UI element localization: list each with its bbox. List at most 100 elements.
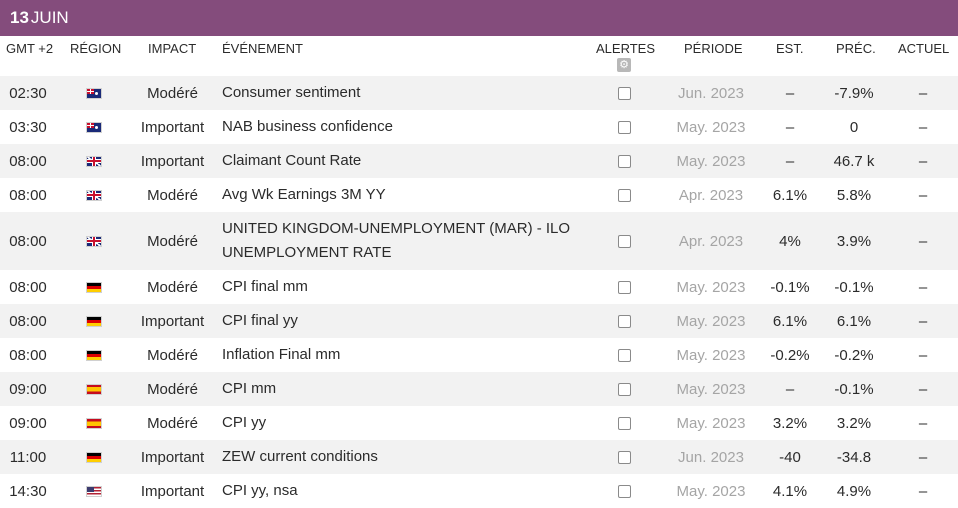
- alert-cell: [617, 338, 631, 372]
- region-flag: [86, 372, 102, 406]
- event-impact: Important: [140, 312, 205, 330]
- event-estimate: 6.1%: [772, 186, 808, 204]
- alert-checkbox[interactable]: [617, 416, 631, 430]
- gear-icon[interactable]: ⚙: [617, 58, 631, 72]
- table-row: 08:00 Modéré Avg Wk Earnings 3M YY Apr. 202…: [0, 178, 958, 212]
- event-previous: 4.9%: [836, 482, 872, 500]
- event-name[interactable]: CPI final mm: [222, 278, 308, 295]
- event-time: 08:00: [9, 346, 47, 364]
- event-impact: Important: [140, 118, 205, 136]
- event-name[interactable]: CPI yy, nsa: [222, 482, 298, 499]
- event-period: May. 2023: [676, 346, 746, 364]
- event-actual: –: [918, 312, 928, 330]
- event-time: 08:00: [9, 232, 47, 250]
- event-actual: –: [918, 84, 928, 102]
- event-name[interactable]: CPI final yy: [222, 312, 298, 329]
- region-flag: [86, 212, 102, 270]
- column-header-event: ÉVÉNEMENT: [222, 41, 303, 56]
- alert-checkbox[interactable]: [617, 154, 631, 168]
- table-row: 14:30 Important CPI yy, nsa May. 2023 4.1% 4.…: [0, 474, 958, 508]
- alert-cell: [617, 304, 631, 338]
- event-actual: –: [918, 482, 928, 500]
- event-name[interactable]: Claimant Count Rate: [222, 152, 362, 169]
- alert-checkbox[interactable]: [617, 314, 631, 328]
- event-time: 11:00: [9, 448, 47, 466]
- event-previous: -7.9%: [834, 84, 874, 102]
- alert-checkbox[interactable]: [617, 450, 631, 464]
- column-header-actual: ACTUEL: [898, 41, 950, 56]
- region-flag: [86, 304, 102, 338]
- event-estimate: –: [785, 152, 795, 170]
- event-time: 08:00: [9, 312, 47, 330]
- event-actual: –: [918, 232, 928, 250]
- event-previous: -0.2%: [834, 346, 874, 364]
- event-estimate: 3.2%: [772, 414, 808, 432]
- table-row: 08:00 Modéré Inflation Final mm May. 2023 -0…: [0, 338, 958, 372]
- alert-checkbox[interactable]: [617, 348, 631, 362]
- event-name[interactable]: UNITED KINGDOM-UNEMPLOYMENT (MAR) - ILO …: [222, 220, 571, 261]
- event-name[interactable]: ZEW current conditions: [222, 448, 378, 465]
- event-name[interactable]: Inflation Final mm: [222, 346, 341, 363]
- event-time: 08:00: [9, 186, 47, 204]
- table-row: 08:00 Modéré UNITED KINGDOM-UNEMPLOYMENT (…: [0, 212, 958, 270]
- event-name[interactable]: CPI yy: [222, 414, 267, 431]
- australia-flag-icon: [86, 121, 102, 133]
- alert-cell: [617, 406, 631, 440]
- uk-flag-icon: [86, 189, 102, 201]
- event-actual: –: [918, 346, 928, 364]
- event-previous: 6.1%: [836, 312, 872, 330]
- event-period: Apr. 2023: [678, 232, 744, 250]
- event-estimate: 4.1%: [772, 482, 808, 500]
- australia-flag-icon: [86, 87, 102, 99]
- date-day: 13: [10, 8, 29, 27]
- event-period: May. 2023: [676, 414, 746, 432]
- alert-checkbox[interactable]: [617, 86, 631, 100]
- event-time: 14:30: [9, 482, 47, 500]
- event-period: May. 2023: [676, 312, 746, 330]
- alert-checkbox[interactable]: [617, 382, 631, 396]
- event-period: Jun. 2023: [678, 448, 744, 466]
- alert-cell: [617, 270, 631, 304]
- event-impact: Modéré: [147, 232, 198, 250]
- region-flag: [86, 144, 102, 178]
- germany-flag-icon: [86, 315, 102, 327]
- event-period: May. 2023: [676, 482, 746, 500]
- event-previous: -34.8: [836, 448, 872, 466]
- event-name[interactable]: CPI mm: [222, 380, 277, 397]
- table-row: 09:00 Modéré CPI yy May. 2023 3.2% 3.2% –: [0, 406, 958, 440]
- spain-flag-icon: [86, 417, 102, 429]
- event-actual: –: [918, 414, 928, 432]
- alert-checkbox[interactable]: [617, 188, 631, 202]
- event-actual: –: [918, 152, 928, 170]
- event-impact: Modéré: [147, 346, 198, 364]
- event-estimate: –: [785, 118, 795, 136]
- event-actual: –: [918, 448, 928, 466]
- events-table: 02:30 Modéré Consumer sentiment Jun. 2023 – -…: [0, 76, 958, 508]
- germany-flag-icon: [86, 281, 102, 293]
- alert-checkbox[interactable]: [617, 280, 631, 294]
- alert-cell: [617, 372, 631, 406]
- event-name[interactable]: Avg Wk Earnings 3M YY: [222, 186, 386, 203]
- germany-flag-icon: [86, 451, 102, 463]
- table-row: 08:00 Modéré CPI final mm May. 2023 -0.1% -0.…: [0, 270, 958, 304]
- alert-checkbox[interactable]: [617, 234, 631, 248]
- event-estimate: –: [785, 84, 795, 102]
- region-flag: [86, 474, 102, 508]
- column-header-prev: PRÉC.: [836, 41, 876, 56]
- event-period: Apr. 2023: [678, 186, 744, 204]
- event-name[interactable]: NAB business confidence: [222, 118, 393, 135]
- event-previous: 0: [849, 118, 859, 136]
- alert-cell: [617, 474, 631, 508]
- table-row: 09:00 Modéré CPI mm May. 2023 – -0.1% –: [0, 372, 958, 406]
- germany-flag-icon: [86, 349, 102, 361]
- event-name[interactable]: Consumer sentiment: [222, 84, 361, 101]
- event-previous: 46.7 k: [833, 152, 875, 170]
- event-period: May. 2023: [676, 278, 746, 296]
- event-impact: Important: [140, 448, 205, 466]
- table-row: 08:00 Important CPI final yy May. 2023 6.1% 6…: [0, 304, 958, 338]
- date-month: JUIN: [30, 8, 69, 27]
- alert-checkbox[interactable]: [617, 484, 631, 498]
- event-time: 08:00: [9, 152, 47, 170]
- alert-checkbox[interactable]: [617, 120, 631, 134]
- column-header-region: RÉGION: [70, 41, 122, 56]
